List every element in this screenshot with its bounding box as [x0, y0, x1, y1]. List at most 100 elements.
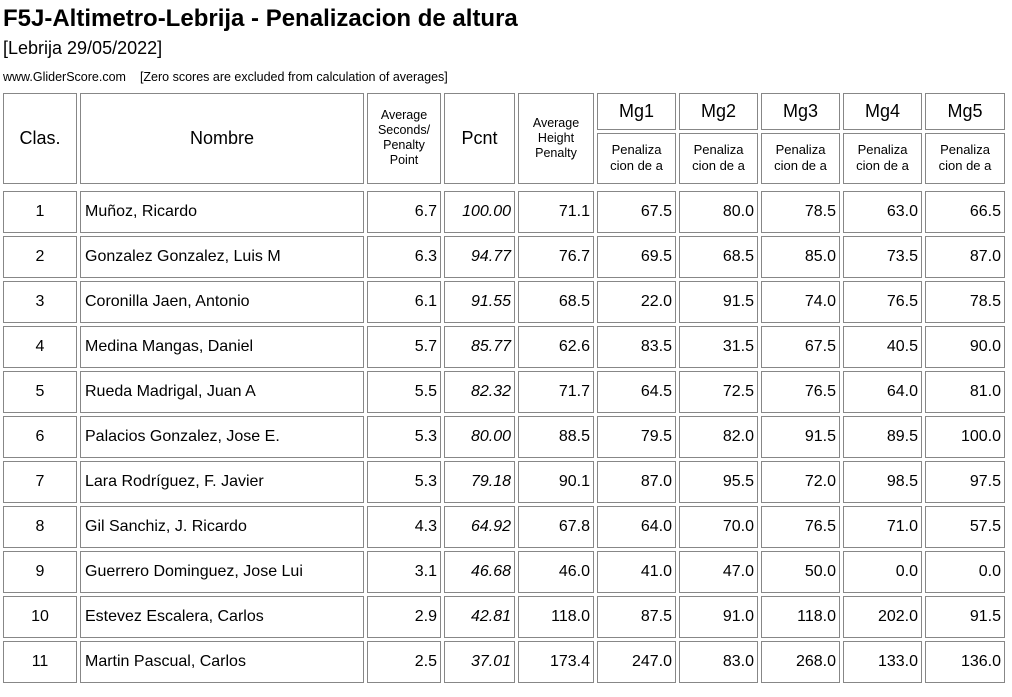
cell-mg3: 74.0 — [761, 280, 840, 323]
cell-mg2: 95.5 — [679, 460, 758, 503]
cell-mg4: 71.0 — [843, 505, 922, 548]
table-row: 3 Coronilla Jaen, Antonio 6.1 91.55 68.5 22.0… — [3, 280, 1005, 323]
cell-clas: 4 — [3, 325, 77, 368]
cell-avg-height: 76.7 — [518, 235, 594, 278]
cell-mg5: 97.5 — [925, 460, 1005, 503]
cell-clas: 2 — [3, 235, 77, 278]
cell-nombre: Rueda Madrigal, Juan A — [80, 370, 364, 413]
cell-mg4: 40.5 — [843, 325, 922, 368]
header-line: cion de a — [692, 158, 745, 174]
results-table: Clas. Nombre Average Seconds/ Penalty Po… — [0, 90, 1008, 686]
col-subheader-mg2: Penaliza cion de a — [679, 132, 758, 184]
page-title: F5J-Altimetro-Lebrija - Penalizacion de … — [3, 5, 518, 32]
header-line: Penaliza — [857, 142, 908, 158]
cell-clas: 7 — [3, 460, 77, 503]
cell-avg-seconds: 5.5 — [367, 370, 441, 413]
header-line: Height — [537, 130, 575, 145]
col-header-avg-seconds: Average Seconds/ Penalty Point — [367, 92, 441, 184]
cell-clas: 1 — [3, 190, 77, 233]
cell-mg5: 78.5 — [925, 280, 1005, 323]
cell-mg5: 90.0 — [925, 325, 1005, 368]
table-row: 10 Estevez Escalera, Carlos 2.9 42.81 118.0 8… — [3, 595, 1005, 638]
cell-mg3: 268.0 — [761, 640, 840, 683]
cell-nombre: Lara Rodríguez, F. Javier — [80, 460, 364, 503]
cell-mg2: 31.5 — [679, 325, 758, 368]
header-line: cion de a — [774, 158, 827, 174]
cell-mg4: 89.5 — [843, 415, 922, 458]
cell-avg-seconds: 6.1 — [367, 280, 441, 323]
cell-avg-seconds: 4.3 — [367, 505, 441, 548]
cell-mg3: 76.5 — [761, 505, 840, 548]
header-line: Average — [380, 108, 428, 123]
meta-line: www.GliderScore.com [Zero scores are excl… — [3, 70, 1012, 84]
cell-pcnt: 94.77 — [444, 235, 515, 278]
cell-mg1: 41.0 — [597, 550, 676, 593]
col-header-avg-height: Average Height Penalty — [518, 92, 594, 184]
cell-avg-seconds: 6.3 — [367, 235, 441, 278]
cell-avg-height: 46.0 — [518, 550, 594, 593]
cell-mg3: 72.0 — [761, 460, 840, 503]
cell-mg2: 91.5 — [679, 280, 758, 323]
cell-pcnt: 85.77 — [444, 325, 515, 368]
table-row: 11 Martin Pascual, Carlos 2.5 37.01 173.4 247… — [3, 640, 1005, 683]
cell-mg3: 85.0 — [761, 235, 840, 278]
cell-mg1: 64.0 — [597, 505, 676, 548]
cell-pcnt: 64.92 — [444, 505, 515, 548]
cell-mg5: 87.0 — [925, 235, 1005, 278]
cell-mg4: 73.5 — [843, 235, 922, 278]
header-line: Penaliza — [940, 142, 990, 158]
cell-mg5: 100.0 — [925, 415, 1005, 458]
cell-mg2: 68.5 — [679, 235, 758, 278]
cell-nombre: Medina Mangas, Daniel — [80, 325, 364, 368]
cell-mg4: 64.0 — [843, 370, 922, 413]
cell-avg-seconds: 5.3 — [367, 415, 441, 458]
cell-nombre: Coronilla Jaen, Antonio — [80, 280, 364, 323]
cell-mg3: 50.0 — [761, 550, 840, 593]
col-subheader-mg1: Penaliza cion de a — [597, 132, 676, 184]
cell-pcnt: 91.55 — [444, 280, 515, 323]
table-row: 1 Muñoz, Ricardo 6.7 100.00 71.1 67.5 80.0 78.5… — [3, 190, 1005, 233]
cell-clas: 3 — [3, 280, 77, 323]
cell-avg-seconds: 2.9 — [367, 595, 441, 638]
cell-nombre: Martin Pascual, Carlos — [80, 640, 364, 683]
header-line: cion de a — [856, 158, 909, 174]
cell-mg3: 76.5 — [761, 370, 840, 413]
table-row: 7 Lara Rodríguez, F. Javier 5.3 79.18 90.1 87… — [3, 460, 1005, 503]
col-header-clas: Clas. — [3, 92, 77, 184]
cell-mg4: 76.5 — [843, 280, 922, 323]
cell-mg1: 247.0 — [597, 640, 676, 683]
cell-mg4: 63.0 — [843, 190, 922, 233]
cell-mg3: 118.0 — [761, 595, 840, 638]
table-row: 9 Guerrero Dominguez, Jose Lui 3.1 46.68 46.… — [3, 550, 1005, 593]
cell-nombre: Estevez Escalera, Carlos — [80, 595, 364, 638]
cell-pcnt: 79.18 — [444, 460, 515, 503]
col-header-mg3: Mg3 — [761, 92, 840, 130]
cell-avg-height: 62.6 — [518, 325, 594, 368]
cell-clas: 5 — [3, 370, 77, 413]
cell-avg-height: 88.5 — [518, 415, 594, 458]
col-header-pcnt: Pcnt — [444, 92, 515, 184]
header-line: Penaliza — [775, 142, 826, 158]
cell-mg1: 64.5 — [597, 370, 676, 413]
col-subheader-mg4: Penaliza cion de a — [843, 132, 922, 184]
table-header: Clas. Nombre Average Seconds/ Penalty Po… — [3, 92, 1005, 184]
header-line: Seconds/ — [377, 123, 431, 138]
table-row: 4 Medina Mangas, Daniel 5.7 85.77 62.6 83.5 31… — [3, 325, 1005, 368]
cell-mg3: 91.5 — [761, 415, 840, 458]
col-header-nombre: Nombre — [80, 92, 364, 184]
header-line: cion de a — [938, 158, 992, 174]
col-header-mg4: Mg4 — [843, 92, 922, 130]
cell-mg5: 57.5 — [925, 505, 1005, 548]
cell-mg5: 136.0 — [925, 640, 1005, 683]
cell-mg5: 0.0 — [925, 550, 1005, 593]
col-subheader-mg5: Penaliza cion de a — [925, 132, 1005, 184]
cell-mg4: 133.0 — [843, 640, 922, 683]
col-header-mg5: Mg5 — [925, 92, 1005, 130]
table-row: 6 Palacios Gonzalez, Jose E. 5.3 80.00 88.5 7… — [3, 415, 1005, 458]
table-row: 8 Gil Sanchiz, J. Ricardo 4.3 64.92 67.8 64.0… — [3, 505, 1005, 548]
cell-avg-seconds: 5.3 — [367, 460, 441, 503]
cell-clas: 8 — [3, 505, 77, 548]
event-date: [Lebrija 29/05/2022] — [3, 37, 163, 58]
cell-avg-height: 118.0 — [518, 595, 594, 638]
